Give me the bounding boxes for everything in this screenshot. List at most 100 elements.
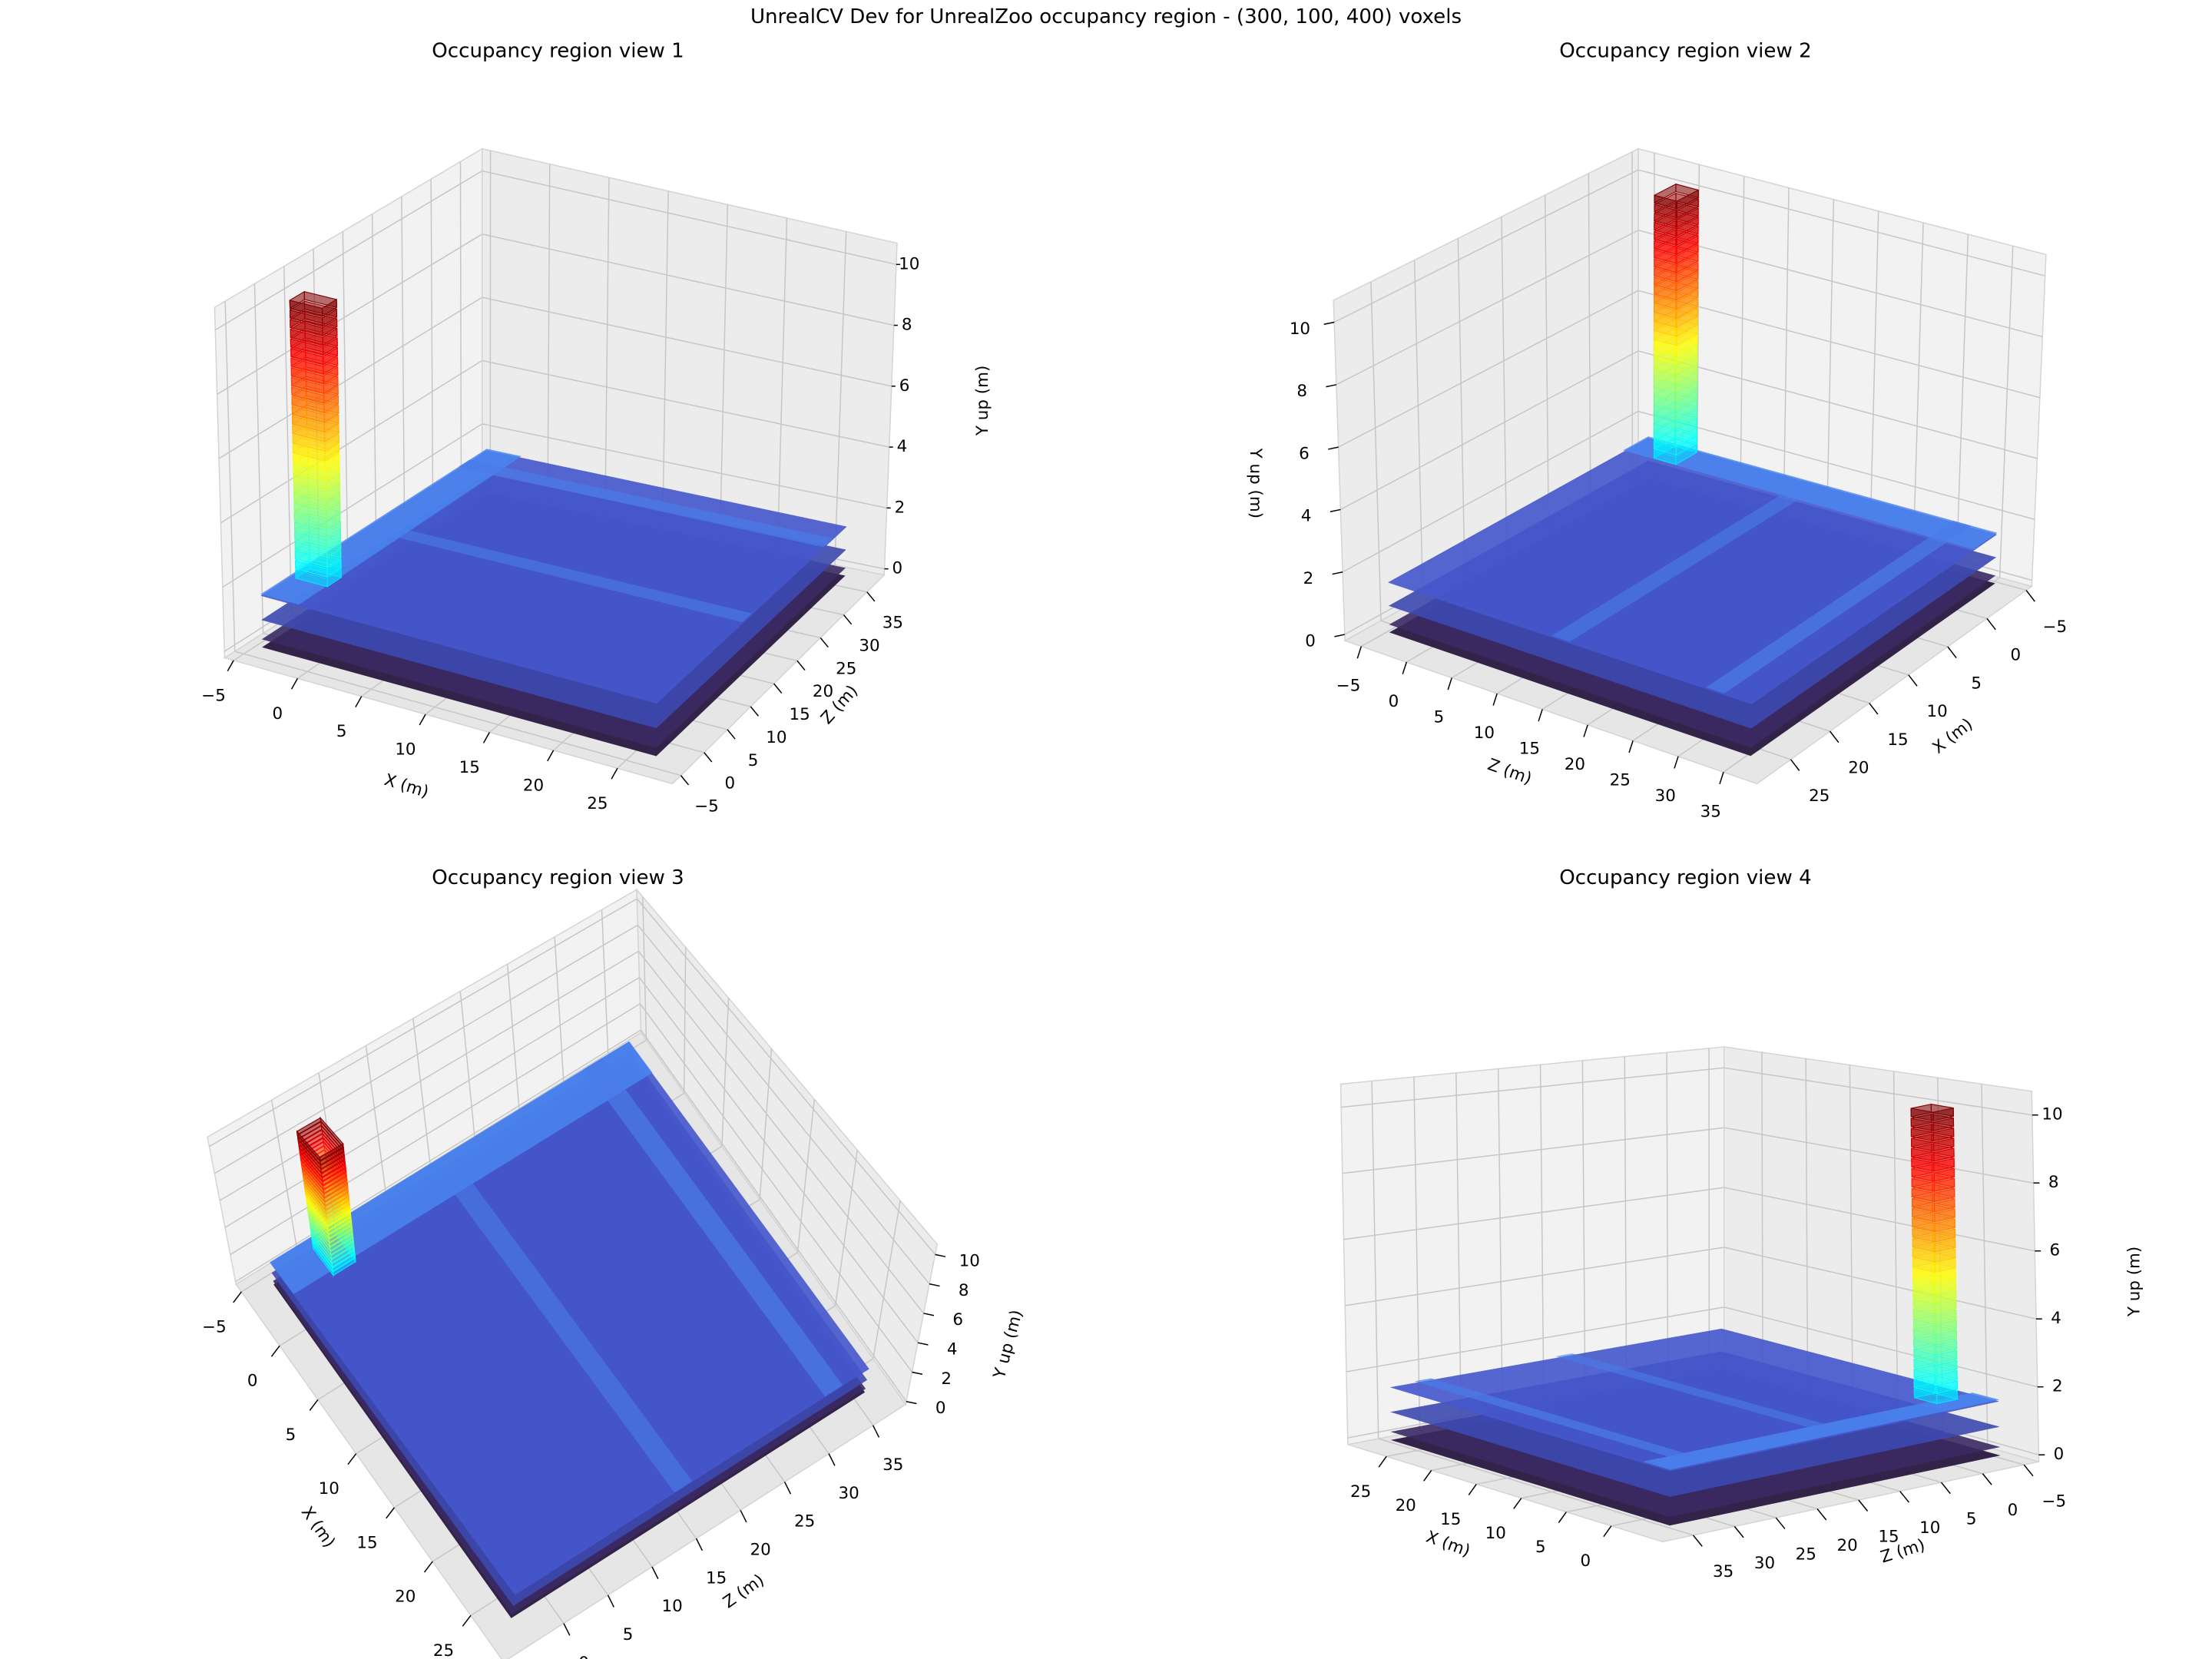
- grid-line: [1724, 1127, 2034, 1184]
- tick-mark: [1869, 702, 1879, 715]
- grid-line: [1581, 1060, 1586, 1399]
- grid-line: [1637, 230, 2043, 338]
- y-tick-label: 0: [1305, 631, 1316, 651]
- x-tick-label: 25: [587, 794, 608, 813]
- tick-mark: [651, 1566, 659, 1579]
- tick-mark: [2025, 590, 2035, 602]
- tick-mark: [1940, 1482, 1951, 1495]
- voxel-column: [1936, 1380, 1958, 1395]
- voxel-column: [1935, 1279, 1957, 1293]
- grid-line: [218, 296, 483, 459]
- grid-line: [547, 164, 551, 507]
- grid-line: [1413, 260, 1424, 598]
- y-tick-label: 10: [1290, 320, 1310, 339]
- grid-line: [639, 1003, 913, 1373]
- grid-line: [636, 898, 936, 1255]
- tick-mark: [1603, 1525, 1612, 1538]
- y-tick-label: 2: [1303, 569, 1314, 588]
- grid-line: [777, 217, 788, 554]
- grid-line: [482, 423, 887, 509]
- voxel-slab: [1389, 1328, 2000, 1472]
- z-tick-label: 25: [1610, 770, 1631, 790]
- voxel-column: [1934, 1218, 1955, 1233]
- tick-mark: [912, 1371, 923, 1375]
- voxel-column: [1932, 1128, 1955, 1142]
- x-tick-label: 20: [523, 776, 544, 795]
- grid-line: [640, 1029, 907, 1402]
- grid-line: [1724, 1247, 2037, 1320]
- tick-mark: [935, 1253, 946, 1257]
- z-tick-label: 20: [1837, 1536, 1858, 1555]
- grid-line: [365, 1045, 386, 1192]
- voxel-column: [1935, 1269, 1956, 1283]
- tick-mark: [1908, 674, 1918, 687]
- grid-line: [1345, 1247, 1724, 1306]
- tick-mark: [750, 706, 759, 717]
- tick-mark: [923, 1313, 935, 1316]
- grid-line: [721, 998, 730, 1147]
- voxel-column: [1932, 1117, 1955, 1131]
- x-tick-label: 5: [1535, 1538, 1546, 1557]
- grid-line: [1955, 234, 1969, 566]
- x-tick-label: −5: [201, 686, 226, 705]
- tick-mark: [1328, 446, 1339, 450]
- grid-line: [224, 977, 640, 1228]
- tick-mark: [607, 1594, 614, 1608]
- voxel-column: [1936, 1390, 1959, 1405]
- y-tick-label: 0: [935, 1399, 946, 1418]
- grid-line: [637, 924, 930, 1285]
- x-tick-label: 10: [1926, 702, 1947, 721]
- y-axis-label: Y up (m): [1246, 448, 1265, 518]
- grid-line: [230, 1003, 641, 1256]
- grid-line: [482, 233, 895, 326]
- grid-line: [459, 161, 462, 507]
- voxel-column: [1936, 1339, 1958, 1354]
- grid-line: [1539, 1065, 1545, 1408]
- grid-line: [270, 1100, 297, 1247]
- x-tick-label: 0: [2010, 646, 2021, 665]
- voxel-slab: [458, 459, 833, 548]
- grid-line: [1805, 1058, 1809, 1397]
- tick-mark: [482, 732, 490, 743]
- y-tick-label: 4: [1301, 507, 1312, 526]
- voxel-column: [1936, 1330, 1958, 1344]
- grid-line: [1892, 1071, 1899, 1422]
- voxel-column: [1935, 1289, 1957, 1303]
- z-tick-label: 35: [882, 1455, 903, 1475]
- tick-mark: [1947, 646, 1957, 658]
- z-tick-label: 0: [724, 774, 735, 793]
- grid-line: [1497, 1068, 1503, 1416]
- tick-mark: [1583, 724, 1588, 737]
- tick-mark: [773, 683, 783, 694]
- grid-line: [1981, 1084, 1988, 1448]
- x-tick-label: 5: [1971, 674, 1982, 693]
- voxel-slab: [270, 1041, 653, 1294]
- grid-line: [1343, 1187, 1724, 1240]
- z-tick-label: 10: [766, 728, 786, 747]
- grid-line: [661, 190, 669, 531]
- x-tick-label: 20: [1396, 1496, 1416, 1515]
- z-tick-label: 0: [2008, 1501, 2018, 1520]
- voxel-column: [1935, 1309, 1957, 1323]
- tick-mark: [347, 1453, 357, 1465]
- grid-line: [1637, 350, 2038, 459]
- tick-mark: [309, 1399, 319, 1411]
- figure-title: UnrealCV Dev for UnrealZoo occupancy reg…: [750, 5, 1462, 28]
- tick-mark: [866, 591, 876, 602]
- voxel-column: [1936, 1359, 1958, 1374]
- y-tick-label: 0: [2054, 1445, 2065, 1464]
- grid-line: [482, 359, 889, 448]
- z-tick-label: 10: [1919, 1518, 1940, 1538]
- voxel-column: [1933, 1188, 1955, 1203]
- tick-mark: [419, 714, 426, 726]
- voxel-column: [289, 290, 305, 310]
- z-tick-label: −5: [694, 797, 719, 816]
- x-tick-label: 5: [286, 1426, 296, 1445]
- grid-line: [1413, 1077, 1421, 1431]
- z-tick-label: 30: [859, 637, 879, 656]
- z-tick-label: −5: [1336, 677, 1361, 696]
- grid-line: [482, 296, 892, 387]
- voxel-slab: [1706, 521, 1972, 694]
- grid-line: [209, 898, 637, 1147]
- tick-mark: [828, 1453, 836, 1466]
